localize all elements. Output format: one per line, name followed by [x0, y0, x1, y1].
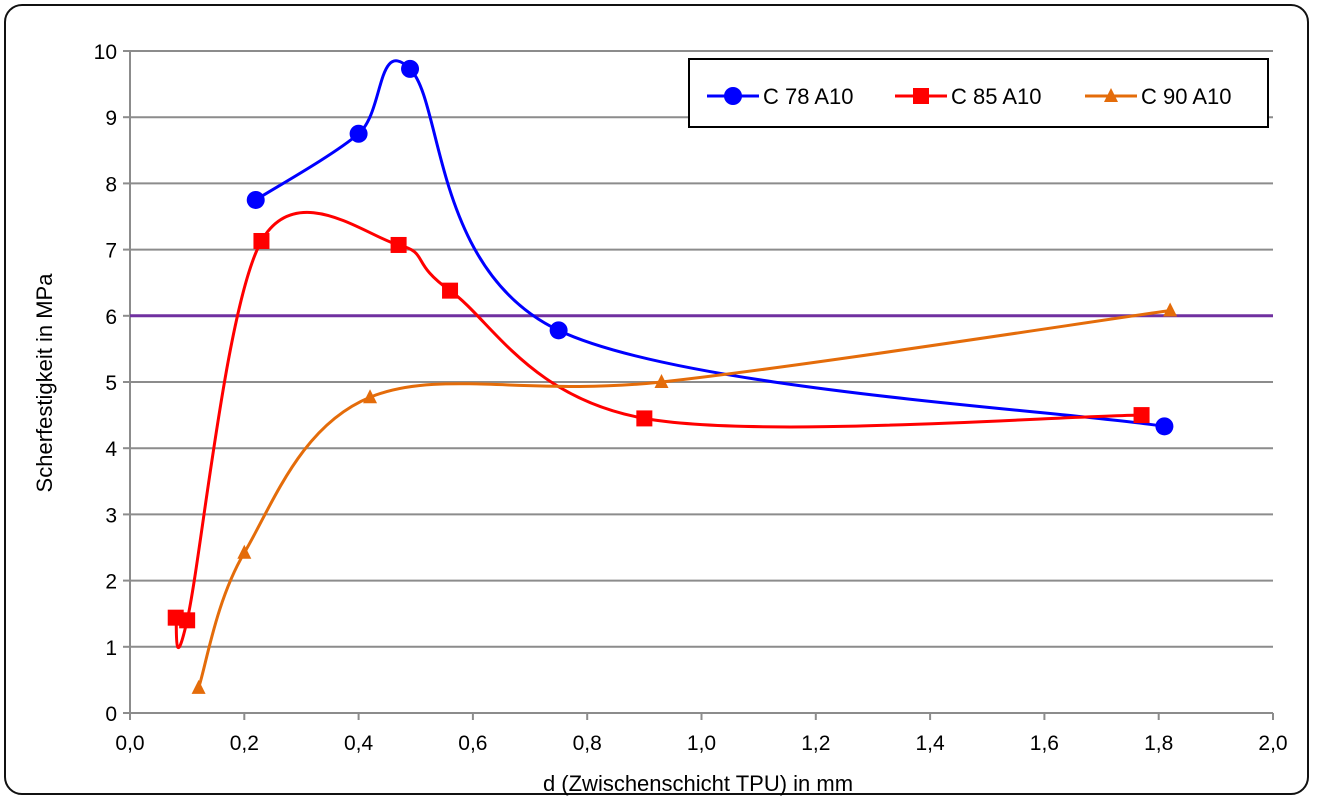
- x-tick-label: 2,0: [1258, 732, 1287, 755]
- data-point: [349, 124, 368, 143]
- grid-lines: [130, 50, 1273, 648]
- series-0: [246, 59, 1174, 436]
- x-tick-label: 0,0: [115, 732, 144, 755]
- legend-label: C 85 A10: [951, 84, 1042, 109]
- legend: C 78 A10 C 85 A10 C 90 A10: [688, 58, 1269, 128]
- legend-marker: [1104, 88, 1118, 102]
- legend-marker: [724, 87, 742, 105]
- data-point: [253, 232, 270, 249]
- x-tick-label: 1,2: [801, 732, 830, 755]
- data-point: [363, 389, 378, 404]
- data-point: [654, 374, 669, 388]
- data-point: [237, 544, 252, 559]
- x-tick-label: 1,0: [687, 732, 716, 755]
- series-2: [191, 302, 1178, 694]
- y-tick-label: 6: [105, 306, 117, 329]
- y-tick-label: 8: [105, 173, 117, 196]
- data-point: [549, 321, 568, 340]
- y-tick-label: 9: [105, 107, 117, 130]
- legend-label: C 78 A10: [763, 84, 854, 109]
- x-tick-label: 1,6: [1030, 732, 1059, 755]
- y-axis-label: Scherfestigkeit in MPa: [32, 273, 57, 493]
- data-point: [401, 59, 420, 78]
- x-tick-label: 0,4: [344, 732, 374, 755]
- data-point: [191, 679, 206, 694]
- x-axis-label: d (Zwischenschicht TPU) in mm: [543, 771, 853, 796]
- x-tick-label: 0,8: [573, 732, 602, 755]
- y-tick-label: 4: [105, 438, 117, 461]
- legend-box: [688, 58, 1269, 128]
- data-point: [442, 282, 459, 299]
- y-tick-label: 10: [94, 41, 117, 64]
- legend-label: C 90 A10: [1141, 84, 1232, 109]
- data-point: [1155, 417, 1174, 436]
- y-tick-label: 3: [105, 504, 117, 527]
- axes: [123, 50, 1274, 720]
- y-tick-label: 0: [105, 703, 117, 726]
- x-tick-label: 1,8: [1144, 732, 1173, 755]
- data-point: [390, 236, 407, 253]
- legend-marker: [913, 88, 929, 104]
- y-tick-label: 7: [105, 240, 117, 263]
- x-tick-label: 0,2: [230, 732, 259, 755]
- tick-labels: 0 1 2 3 4 5 6 7 8 9 10 0,0 0,2 0,4 0,6 0,8 1,0 1,2 1,4 1,6 1…: [94, 41, 1288, 755]
- series-group: [167, 59, 1178, 694]
- y-tick-label: 1: [105, 637, 117, 660]
- x-tick-label: 1,4: [915, 732, 945, 755]
- x-tick-label: 0,6: [458, 732, 487, 755]
- y-tick-label: 2: [105, 571, 117, 594]
- data-point: [636, 410, 653, 427]
- data-point: [1163, 302, 1178, 317]
- data-point: [179, 612, 196, 629]
- data-point: [1133, 407, 1150, 424]
- y-tick-label: 5: [105, 372, 117, 395]
- data-point: [246, 190, 265, 209]
- series-line: [197, 309, 1171, 689]
- series-1: [167, 210, 1150, 650]
